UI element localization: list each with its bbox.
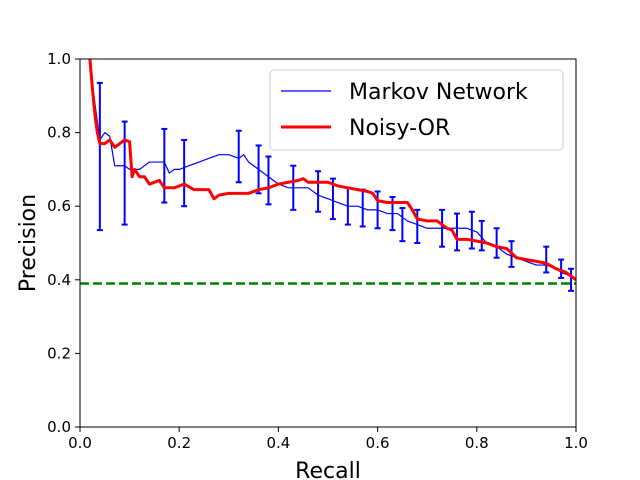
legend-label-markov-network: Markov Network xyxy=(349,80,528,105)
error-bar xyxy=(468,210,475,250)
series-line-noisy-or xyxy=(88,59,576,282)
y-tick-label: 0.2 xyxy=(47,344,71,362)
y-axis-title: Precision xyxy=(16,194,41,292)
plot-frame xyxy=(79,58,577,428)
legend: Markov Network Noisy-OR xyxy=(269,69,564,151)
error-bar xyxy=(96,81,103,232)
error-bar xyxy=(315,170,322,213)
error-bar xyxy=(558,258,565,279)
error-bar xyxy=(359,188,366,228)
legend-box xyxy=(269,69,564,151)
error-bar xyxy=(493,227,500,259)
y-tick-label: 1.0 xyxy=(47,50,71,68)
error-bar xyxy=(161,127,168,204)
plot-border xyxy=(79,58,577,428)
error-bar xyxy=(439,208,446,248)
error-bar xyxy=(265,155,272,206)
x-tick-label: 0.2 xyxy=(167,434,191,452)
series-layer xyxy=(80,59,576,292)
error-bar xyxy=(374,190,381,230)
y-tick-label: 0.6 xyxy=(47,197,71,215)
x-axis-title: Recall xyxy=(295,459,361,480)
error-bar xyxy=(290,164,297,211)
error-bar xyxy=(568,267,575,292)
x-tick-label: 0.8 xyxy=(465,434,489,452)
y-tick-label: 0.4 xyxy=(47,271,71,289)
x-tick-label: 0.4 xyxy=(266,434,290,452)
x-tick-label: 1.0 xyxy=(564,434,588,452)
y-tick-label: 0.8 xyxy=(47,124,71,142)
error-bar xyxy=(453,212,460,252)
x-tick-label: 0.0 xyxy=(68,434,92,452)
error-bar xyxy=(181,138,188,208)
error-bar xyxy=(235,129,242,184)
error-bar xyxy=(543,245,550,274)
error-bar xyxy=(255,144,262,195)
error-bar xyxy=(414,208,421,244)
y-tick-label: 0.0 xyxy=(47,418,71,436)
error-bar xyxy=(478,219,485,252)
x-tick-label: 0.6 xyxy=(366,434,390,452)
axis-ticks: 0.0 0.2 0.4 0.6 0.8 1.0 0.0 0.2 0.4 0.6 0.8 1.0 xyxy=(47,50,588,452)
error-bar xyxy=(121,120,128,226)
error-bar xyxy=(399,207,406,243)
legend-label-noisy-or: Noisy-OR xyxy=(349,116,450,141)
